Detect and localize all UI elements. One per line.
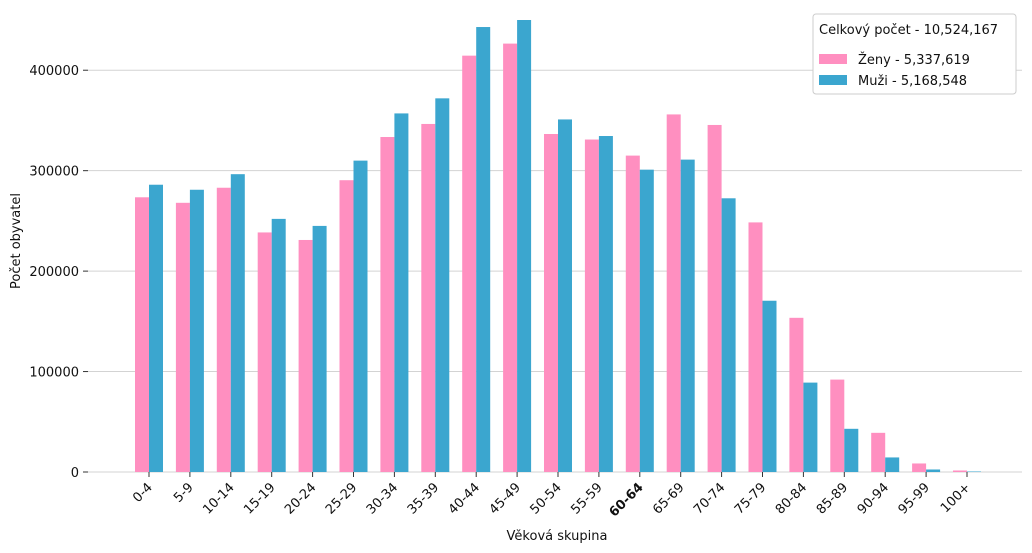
x-tick-label: 100+ [938,480,974,516]
legend-swatch-muzi [819,75,847,85]
x-tick-label: 5-9 [171,480,197,506]
bar-muzi-95-99 [926,469,941,472]
x-tick-label: 30-34 [364,480,401,517]
y-tick-label: 200000 [29,265,79,280]
x-tick-label: 75-79 [732,480,769,517]
bar-muzi-70-74 [721,198,736,473]
legend-label-muzi: Muži - 5,168,548 [858,74,967,89]
bar-zeny-10-14 [216,187,231,472]
legend-swatch-zeny [819,54,847,64]
x-tick-label: 40-44 [446,480,483,517]
bar-muzi-0-4 [149,184,163,472]
x-axis-label: Věková skupina [507,529,608,544]
x-tick-label: 0-4 [130,480,156,506]
bar-zeny-35-39 [421,123,436,473]
bar-zeny-90-94 [871,432,886,472]
bar-zeny-100+ [953,470,967,472]
bar-zeny-85-89 [830,379,845,472]
y-axis: 0 100000 200000 300000 400000 [29,64,88,481]
legend-frame [812,13,1017,95]
bar-zeny-45-49 [503,43,518,473]
y-tick-label: 0 [71,466,79,481]
bar-muzi-40-44 [476,27,491,473]
bar-muzi-45-49 [517,20,532,472]
bar-muzi-30-34 [394,113,409,472]
bar-zeny-95-99 [912,463,927,472]
bar-muzi-10-14 [230,174,245,472]
y-tick-label: 300000 [29,165,79,180]
bar-zeny-20-24 [298,239,313,472]
legend-title: Celkový počet - 10,524,167 [819,23,998,38]
bar-muzi-50-54 [558,119,572,472]
bar-zeny-30-34 [380,137,395,473]
x-tick-label: 10-14 [200,480,237,517]
bar-muzi-15-19 [271,218,286,472]
bar-muzi-100+ [967,471,981,472]
bar-muzi-55-59 [598,136,613,472]
bars [135,20,981,473]
y-tick-label: 100000 [29,366,79,381]
y-tick-label: 400000 [29,64,79,79]
bar-zeny-80-84 [789,317,804,472]
bar-zeny-75-79 [748,222,763,472]
x-tick-label: 90-94 [855,480,892,517]
bar-muzi-35-39 [435,98,450,472]
bar-muzi-85-89 [844,428,859,472]
x-tick-label: 60-64 [607,480,647,520]
x-tick-label: 20-24 [282,480,319,517]
bar-muzi-75-79 [762,300,777,472]
y-axis-label: Počet obyvatel [9,193,24,289]
bar-muzi-25-29 [353,160,368,472]
bar-muzi-80-84 [803,382,818,472]
bar-muzi-20-24 [312,225,327,472]
bar-muzi-65-69 [680,159,695,472]
legend-label-zeny: Ženy - 5,337,619 [858,52,970,68]
x-tick-label: 85-89 [814,480,851,517]
legend: Celkový počet - 10,524,167 Ženy - 5,337,… [812,13,1017,95]
x-tick-label: 45-49 [487,480,524,517]
x-axis: 0-4 5-9 10-14 15-19 20-24 25-29 30-34 35-39 40-4… [130,472,974,520]
bar-zeny-55-59 [584,139,599,473]
x-tick-label: 25-29 [323,480,360,517]
bar-zeny-40-44 [462,55,477,472]
x-tick-label: 55-59 [568,480,605,517]
x-tick-label: 80-84 [773,480,810,517]
x-tick-label: 50-54 [528,480,565,517]
bar-muzi-60-64 [639,169,654,472]
bar-muzi-5-9 [189,189,204,473]
bar-zeny-70-74 [707,124,722,472]
bar-zeny-0-4 [135,197,149,473]
bar-muzi-90-94 [885,457,900,472]
x-tick-label: 70-74 [691,480,728,517]
x-tick-label: 35-39 [405,480,442,517]
bar-zeny-15-19 [257,232,272,472]
bar-zeny-65-69 [666,114,681,472]
x-tick-label: 65-69 [650,480,687,517]
bar-zeny-5-9 [175,202,190,472]
x-tick-label: 95-99 [896,480,933,517]
bar-zeny-25-29 [339,180,354,472]
bar-zeny-60-64 [625,155,640,472]
x-tick-label: 15-19 [241,480,278,517]
bar-zeny-50-54 [544,134,558,472]
